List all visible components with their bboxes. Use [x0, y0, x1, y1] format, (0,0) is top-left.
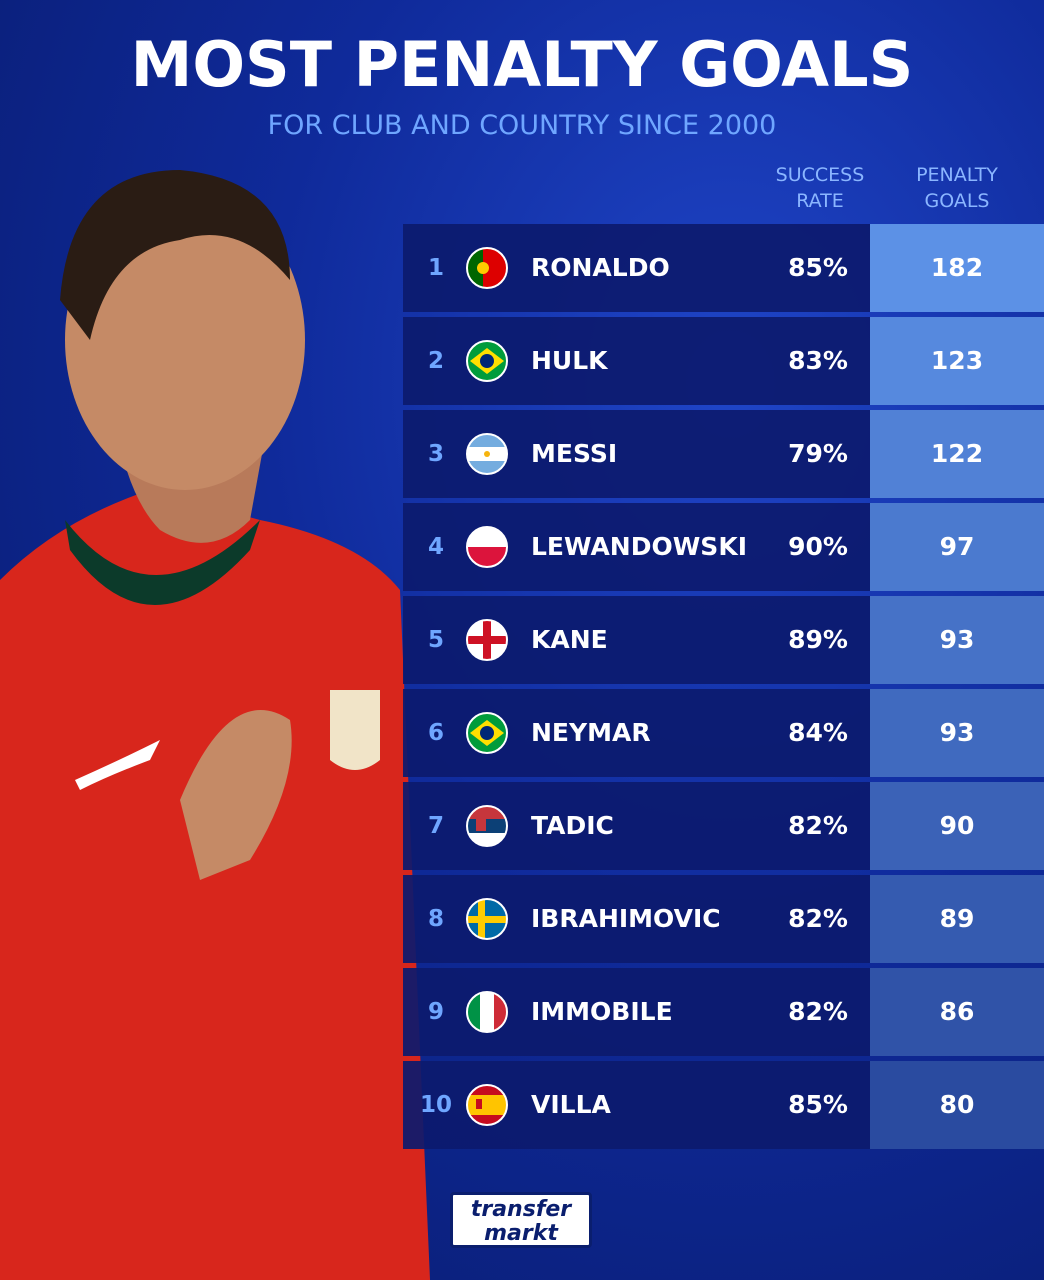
table-row: 6 NEYMAR 84% 93	[403, 689, 1044, 777]
table-row: 4 LEWANDOWSKI 90% 97	[403, 503, 1044, 591]
rank: 8	[427, 906, 444, 932]
flag	[466, 526, 508, 568]
penalty-goals: 123	[930, 346, 984, 375]
rank: 2	[427, 348, 444, 374]
table-row: 1 RONALDO 85% 182	[403, 224, 1044, 312]
table-row: 7 TADIC 82% 90	[403, 782, 1044, 870]
player-name: HULK	[531, 346, 608, 375]
subtitle: FOR CLUB AND COUNTRY SINCE 2000	[267, 110, 777, 141]
player-name: VILLA	[531, 1090, 611, 1119]
flag	[466, 898, 508, 940]
goals-background	[870, 782, 1044, 870]
player-name: NEYMAR	[531, 718, 651, 747]
goals-background	[870, 503, 1044, 591]
success-rate: 85%	[788, 1090, 848, 1119]
penalty-goals: 90	[939, 811, 975, 840]
table-row: 9 IMMOBILE 82% 86	[403, 968, 1044, 1056]
column-header: PENALTY GOALS	[916, 164, 998, 212]
table-row: 5 KANE 89% 93	[403, 596, 1044, 684]
rank: 4	[427, 534, 444, 560]
success-rate: 90%	[788, 532, 848, 561]
goals-background	[870, 596, 1044, 684]
success-rate: 89%	[788, 625, 848, 654]
title: MOST PENALTY GOALS	[130, 28, 914, 101]
logo: transfer markt	[450, 1192, 592, 1248]
logo-text: transfer	[470, 1197, 572, 1222]
penalty-goals: 89	[939, 904, 975, 933]
player-name: LEWANDOWSKI	[531, 532, 747, 561]
penalty-goals: 93	[939, 625, 975, 654]
flag	[466, 712, 508, 754]
flag	[466, 619, 508, 661]
penalty-goals: 86	[939, 997, 975, 1026]
success-rate: 82%	[788, 904, 848, 933]
rank: 9	[427, 999, 444, 1025]
penalty-goals: 80	[939, 1090, 975, 1119]
player-name: MESSI	[531, 439, 618, 468]
player-photo	[0, 170, 430, 1280]
rank: 1	[427, 255, 444, 281]
rank: 7	[427, 813, 444, 839]
goals-background	[870, 410, 1044, 498]
flag	[466, 991, 508, 1033]
goals-background	[870, 689, 1044, 777]
column-header: SUCCESS RATE	[775, 164, 865, 212]
flag	[466, 1084, 508, 1126]
success-rate: 82%	[788, 997, 848, 1026]
success-rate: 85%	[788, 253, 848, 282]
player-name: IMMOBILE	[531, 997, 673, 1026]
logo-text: markt	[484, 1221, 558, 1246]
flag	[466, 805, 508, 847]
table-row: 8 IBRAHIMOVIC 82% 89	[403, 875, 1044, 963]
penalty-goals: 93	[939, 718, 975, 747]
success-rate: 79%	[788, 439, 848, 468]
player-name: IBRAHIMOVIC	[531, 904, 721, 933]
player-name: TADIC	[531, 811, 614, 840]
goals-background	[870, 317, 1044, 405]
player-name: KANE	[531, 625, 608, 654]
penalty-goals: 97	[939, 532, 975, 561]
goals-background	[870, 1061, 1044, 1149]
goals-background	[870, 875, 1044, 963]
rank: 6	[427, 720, 444, 746]
flag	[466, 433, 508, 475]
rank: 5	[427, 627, 444, 653]
rank: 3	[427, 441, 444, 467]
table-row: 3 MESSI 79% 122	[403, 410, 1044, 498]
goals-background	[870, 224, 1044, 312]
player-name: RONALDO	[531, 253, 670, 282]
penalty-goals: 122	[930, 439, 984, 468]
success-rate: 84%	[788, 718, 848, 747]
flag	[466, 247, 508, 289]
success-rate: 83%	[788, 346, 848, 375]
goals-background	[870, 968, 1044, 1056]
success-rate: 82%	[788, 811, 848, 840]
flag	[466, 340, 508, 382]
table-row: 2 HULK 83% 123	[403, 317, 1044, 405]
penalty-goals: 182	[930, 253, 984, 282]
table-row: 10 VILLA 85% 80	[403, 1061, 1044, 1149]
rank: 10	[419, 1092, 452, 1118]
